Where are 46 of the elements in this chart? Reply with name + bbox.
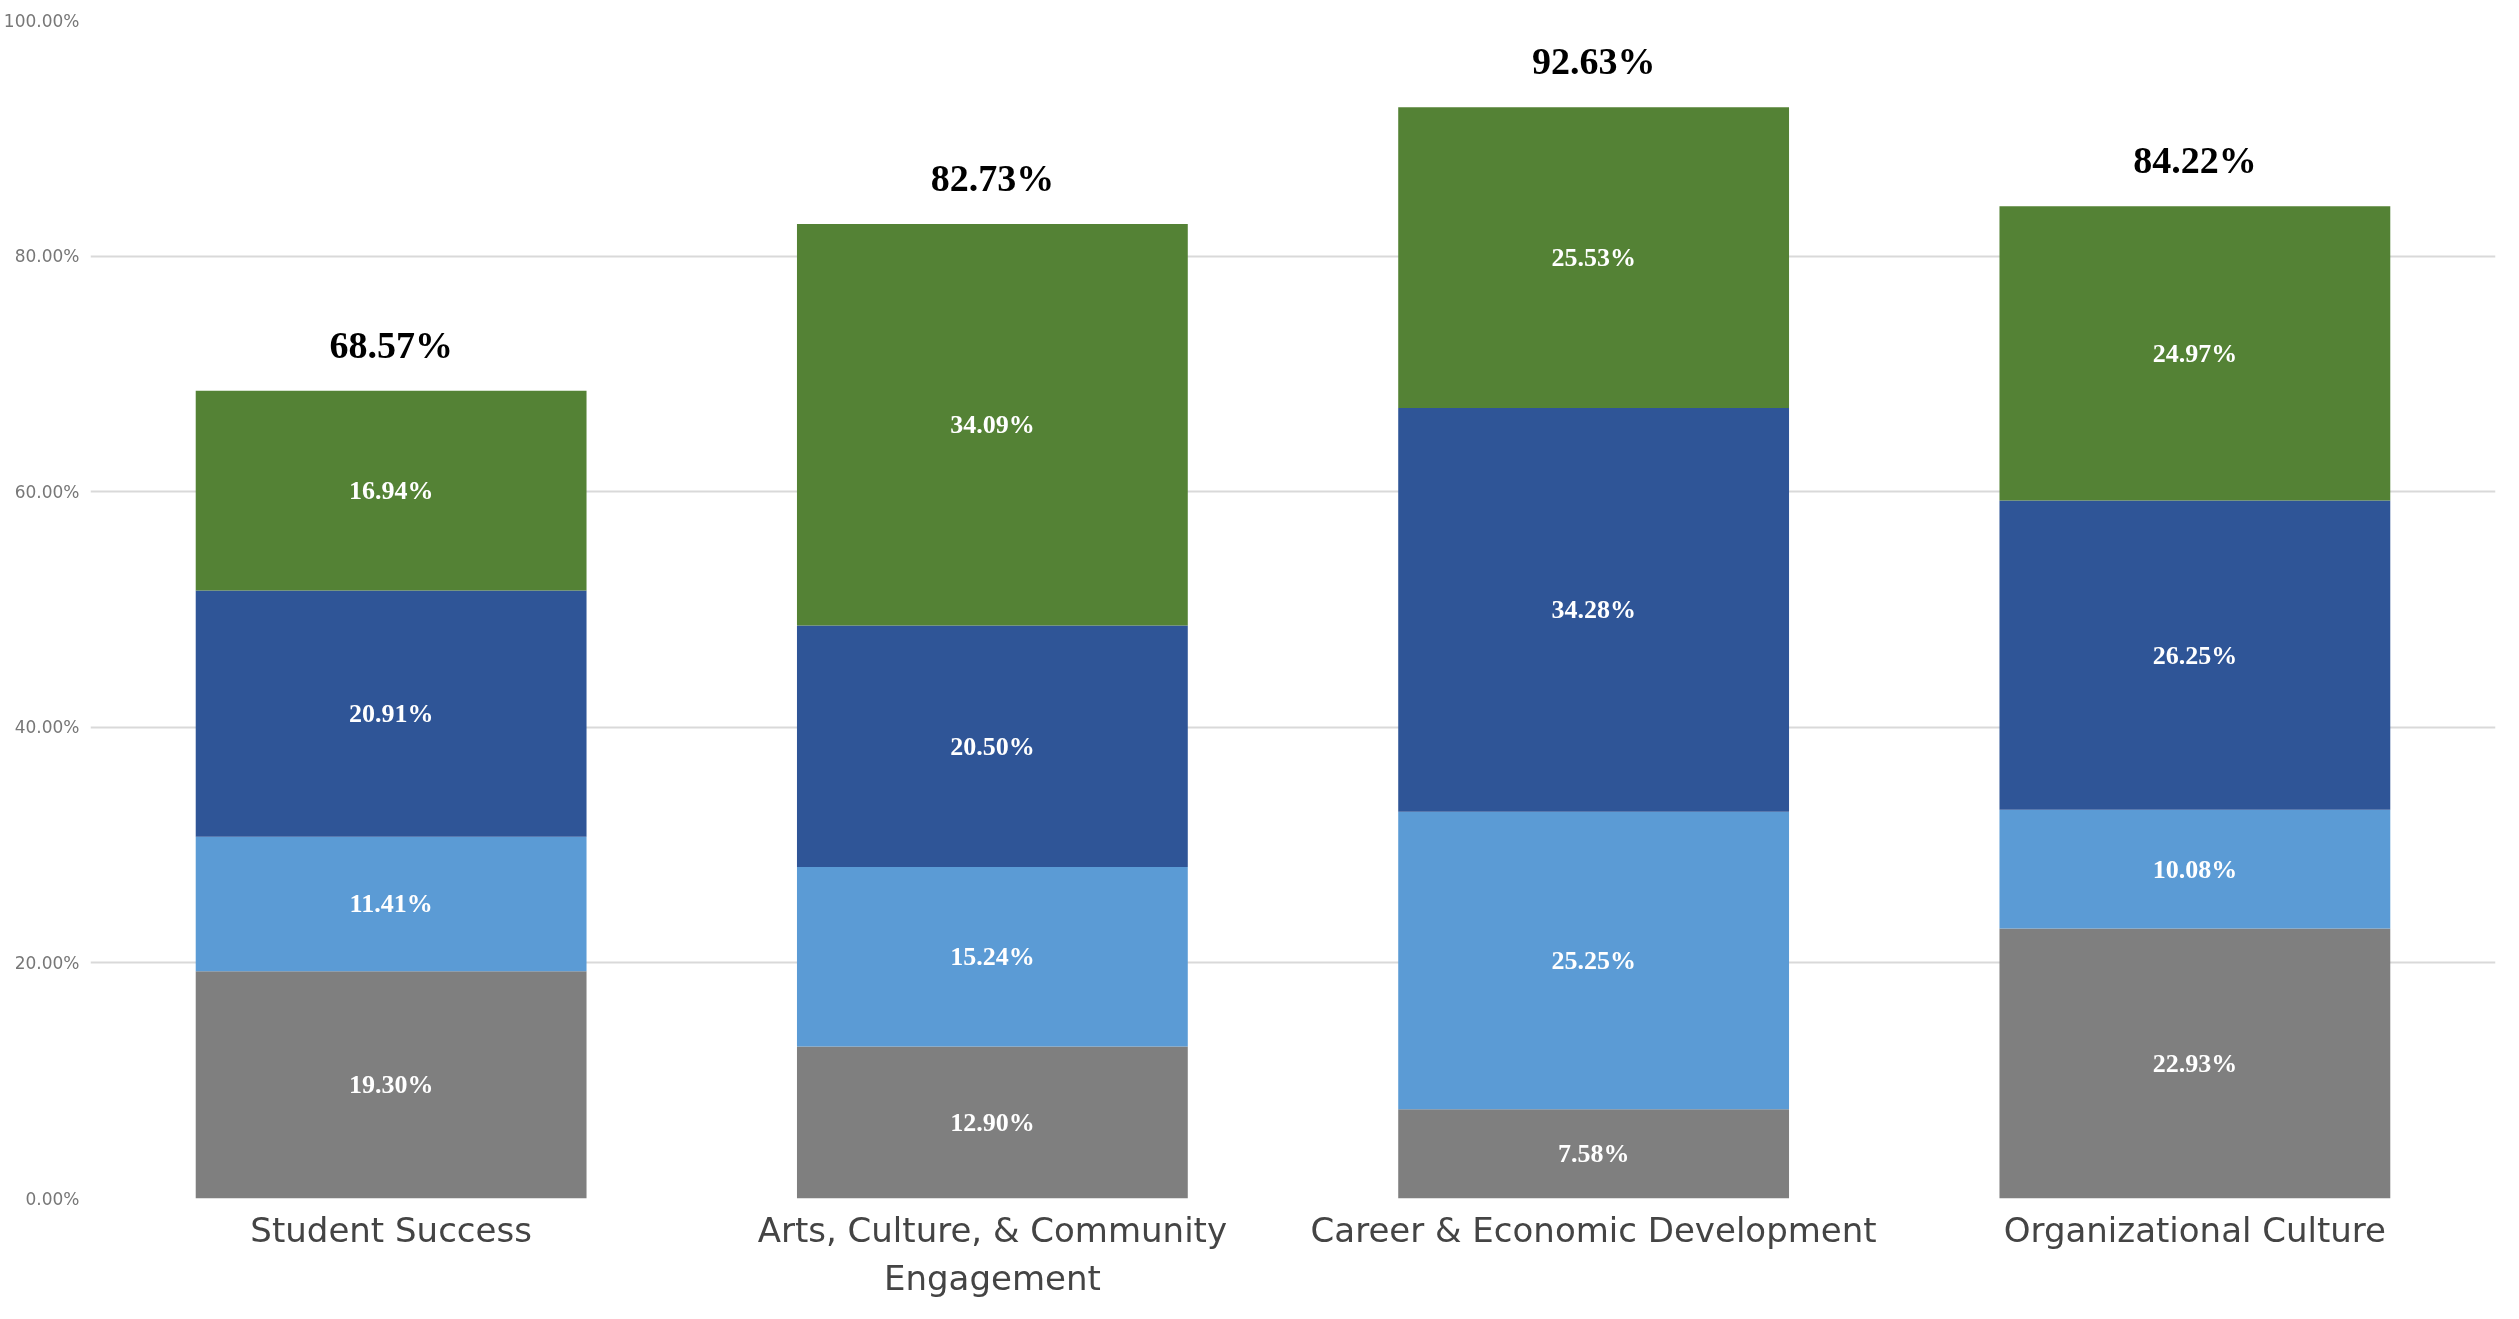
y-tick-label: 80.00% (14, 246, 80, 267)
bar (1999, 809, 2391, 929)
data-label: 34.28% (1551, 595, 1636, 625)
bar (1398, 407, 1790, 812)
bar (796, 1046, 1188, 1199)
data-label: 7.58% (1557, 1139, 1630, 1169)
y-tick-label: 100.00% (3, 10, 80, 31)
data-label: 19.30% (348, 1070, 434, 1100)
bar (1999, 928, 2391, 1199)
data-label: 25.53% (1551, 243, 1636, 273)
bar (1398, 107, 1790, 408)
y-tick-label: 20.00% (14, 952, 80, 973)
total-label: 82.73% (930, 156, 1055, 199)
data-label: 16.94% (348, 476, 434, 506)
x-tick-label: Career & Economic Development (1310, 1209, 1877, 1250)
data-label: 15.24% (950, 942, 1035, 972)
total-label: 84.22% (2133, 139, 2257, 182)
bar (796, 625, 1188, 868)
y-tick-label: 40.00% (14, 717, 80, 738)
data-label: 12.90% (950, 1108, 1035, 1138)
bar (195, 836, 587, 972)
x-tick-label: Organizational Culture (2003, 1209, 2386, 1250)
bar (195, 590, 587, 837)
y-tick-label: 0.00% (25, 1188, 80, 1209)
data-label: 34.09% (950, 410, 1035, 440)
bar (195, 390, 587, 591)
bar (195, 971, 587, 1199)
data-label: 26.25% (2152, 640, 2238, 670)
data-label: 24.97% (2152, 338, 2238, 368)
y-tick-label: 60.00% (14, 481, 80, 502)
data-label: 20.50% (950, 731, 1035, 761)
bar (1398, 811, 1790, 1110)
bar (1999, 206, 2391, 501)
bar (796, 223, 1188, 626)
total-label: 68.57% (329, 323, 453, 366)
x-tick-label: Arts, Culture, & Community Engagement (757, 1209, 1228, 1298)
data-label: 20.91% (348, 699, 434, 729)
bar (1999, 500, 2391, 810)
data-label: 10.08% (2152, 854, 2238, 884)
bar (796, 867, 1188, 1047)
data-label: 22.93% (2152, 1048, 2238, 1078)
data-label: 25.25% (1551, 945, 1636, 975)
bar (1398, 1109, 1790, 1199)
x-tick-label: Student Success (250, 1209, 532, 1250)
total-label: 92.63% (1531, 40, 1656, 83)
data-label: 11.41% (349, 889, 433, 919)
